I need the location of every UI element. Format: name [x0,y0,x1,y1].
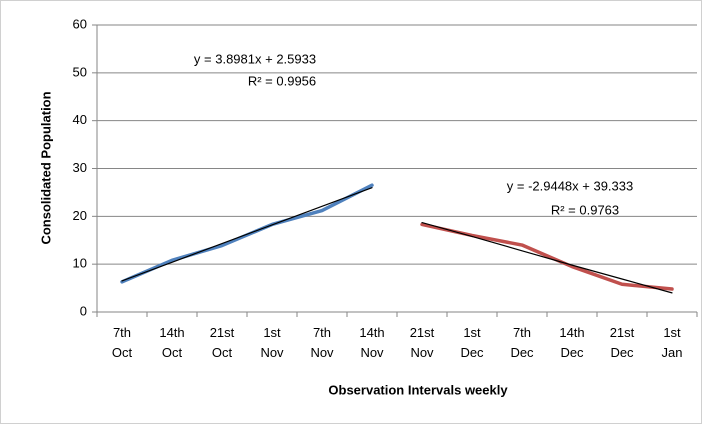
y-tick-label: 60 [73,16,87,31]
trend-equation: y = -2.9448x + 39.333 [507,178,633,193]
trend-r2: R² = 0.9763 [551,202,619,217]
y-tick-label: 50 [73,64,87,79]
x-tick-label: 21st Nov [410,325,435,360]
y-axis-title: Consolidated Population [38,91,53,244]
series-line [120,183,374,284]
trend-equation: y = 3.8981x + 2.5933 [194,51,316,66]
y-tick-label: 40 [73,112,87,127]
trend-r2: R² = 0.9956 [248,73,316,88]
x-tick-label: 14th Nov [359,325,384,360]
y-tick-label: 20 [73,208,87,223]
y-tick-label: 10 [73,256,87,271]
y-tick-label: 30 [73,160,87,175]
x-tick-label: 14th Dec [559,325,584,360]
x-tick-label: 7th Dec [510,325,534,360]
x-tick-label: 21st Oct [210,325,235,360]
x-tick-label: 7th Oct [112,325,133,360]
x-axis-title: Observation Intervals weekly [328,382,508,397]
x-tick-label: 1st Jan [662,325,683,360]
trendline [121,187,373,282]
x-tick-label: 7th Nov [310,325,334,360]
x-tick-label: 14th Oct [159,325,184,360]
x-tick-label: 1st Dec [460,325,484,360]
y-tick-label: 0 [80,303,87,318]
x-tick-label: 1st Nov [260,325,284,360]
x-tick-label: 21st Dec [610,325,635,360]
trendline [421,221,673,294]
